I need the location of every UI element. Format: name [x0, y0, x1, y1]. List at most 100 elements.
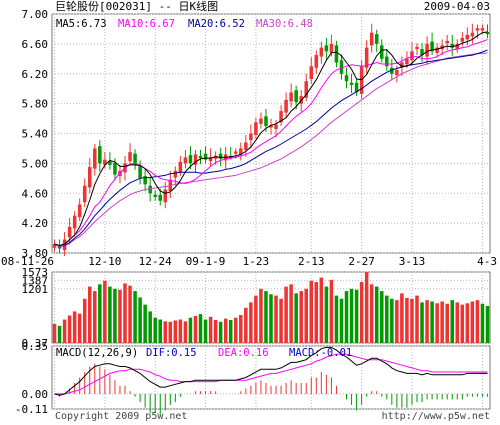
- candle: [244, 142, 248, 150]
- volume-bar: [445, 303, 449, 343]
- candle: [329, 43, 334, 53]
- volume-tick-label: 1387: [22, 274, 49, 287]
- volume-bar: [87, 286, 92, 343]
- volume-bar: [480, 303, 485, 343]
- candle: [435, 47, 439, 53]
- ma5-line: [54, 31, 488, 247]
- candle: [400, 62, 404, 68]
- volume-bar: [249, 302, 253, 343]
- volume-bar: [52, 324, 57, 343]
- volume-bar: [470, 301, 475, 343]
- candle: [77, 204, 82, 218]
- volume-bar: [410, 298, 414, 343]
- volume-bar: [133, 291, 137, 343]
- volume-bar: [430, 301, 434, 343]
- volume-bar: [354, 289, 359, 343]
- candle: [344, 75, 349, 82]
- price-tick-label: 3.80: [22, 247, 49, 260]
- candle: [425, 43, 429, 57]
- volume-bar: [440, 301, 444, 343]
- volume-bar: [475, 300, 480, 343]
- candle: [98, 146, 102, 164]
- volume-bar: [294, 293, 298, 343]
- price-tick-label: 5.00: [22, 157, 49, 170]
- ma30-line: [54, 52, 488, 247]
- candle: [203, 153, 208, 160]
- date-tick-label: 12-10: [88, 255, 121, 268]
- date-tick-label: 3-13: [399, 255, 426, 268]
- volume-bar: [82, 298, 87, 343]
- volume-bar: [379, 291, 384, 343]
- candle: [163, 189, 168, 203]
- volume-bar: [128, 285, 132, 343]
- price-tick-label: 6.20: [22, 68, 49, 81]
- volume-bar: [274, 295, 278, 343]
- volume-bar: [319, 277, 324, 343]
- date-tick-label: 2-13: [298, 255, 325, 268]
- candle: [153, 194, 157, 197]
- volume-bar: [223, 318, 228, 343]
- candle: [208, 157, 213, 162]
- candle: [445, 40, 449, 44]
- date-tick-label: 08-11-26: [1, 255, 54, 268]
- candle: [475, 28, 480, 31]
- volume-bar: [334, 295, 339, 343]
- volume-bar: [289, 284, 293, 343]
- candle: [334, 45, 339, 63]
- volume-bar: [309, 280, 314, 343]
- volume-bar: [405, 297, 409, 343]
- date-tick-label: 12-24: [139, 255, 172, 268]
- volume-bar: [314, 282, 319, 343]
- volume-bar: [198, 314, 203, 343]
- candle: [113, 162, 117, 175]
- ma20-line: [54, 49, 488, 247]
- ma10-line: [54, 38, 488, 247]
- dea-line: [54, 353, 488, 395]
- candle: [385, 56, 389, 67]
- ma-legend-1: MA5:6.73: [56, 18, 107, 30]
- candle: [304, 81, 309, 98]
- volume-bar: [460, 304, 465, 343]
- volume-tick-label: 1201: [22, 283, 49, 296]
- macd-legend-3: DEA:0.16: [218, 347, 269, 359]
- volume-bar: [420, 302, 424, 343]
- volume-bar: [193, 315, 198, 343]
- volume-bar: [98, 284, 102, 343]
- volume-bar: [208, 316, 213, 343]
- candle: [374, 34, 379, 44]
- candle: [480, 28, 485, 31]
- volume-bar: [385, 295, 389, 343]
- candle: [57, 245, 62, 249]
- volume-bar: [259, 288, 263, 343]
- date-tick-label: 09-1-9: [186, 255, 226, 268]
- candle: [82, 185, 87, 203]
- candle: [67, 226, 72, 238]
- candle: [138, 166, 142, 179]
- candle: [369, 32, 374, 46]
- volume-bar: [168, 321, 173, 343]
- candle: [148, 185, 152, 194]
- source-url: http://www.p5w.net: [381, 411, 490, 422]
- volume-bar: [400, 293, 404, 343]
- volume-bar: [304, 288, 309, 343]
- macd-legend-2: DIF:0.15: [146, 347, 197, 359]
- candle: [87, 167, 92, 188]
- candle: [460, 37, 465, 42]
- chart-title: 巨轮股份[002031] -- 日K线图: [55, 0, 219, 13]
- volume-bar: [213, 319, 218, 343]
- volume-bar: [178, 319, 183, 343]
- volume-bar: [203, 319, 208, 343]
- copyright-text: Copyright 2009 p5w.net: [55, 411, 188, 422]
- candle: [93, 148, 97, 169]
- volume-bar: [390, 298, 394, 343]
- volume-bar: [395, 300, 399, 343]
- candle: [158, 194, 163, 201]
- candle: [274, 124, 278, 130]
- volume-bar: [228, 319, 233, 343]
- candle: [395, 70, 399, 76]
- candle: [284, 99, 288, 113]
- volume-bar: [57, 325, 62, 343]
- price-tick-label: 4.60: [22, 187, 49, 200]
- price-tick-label: 4.20: [22, 217, 49, 230]
- volume-bar: [173, 320, 178, 343]
